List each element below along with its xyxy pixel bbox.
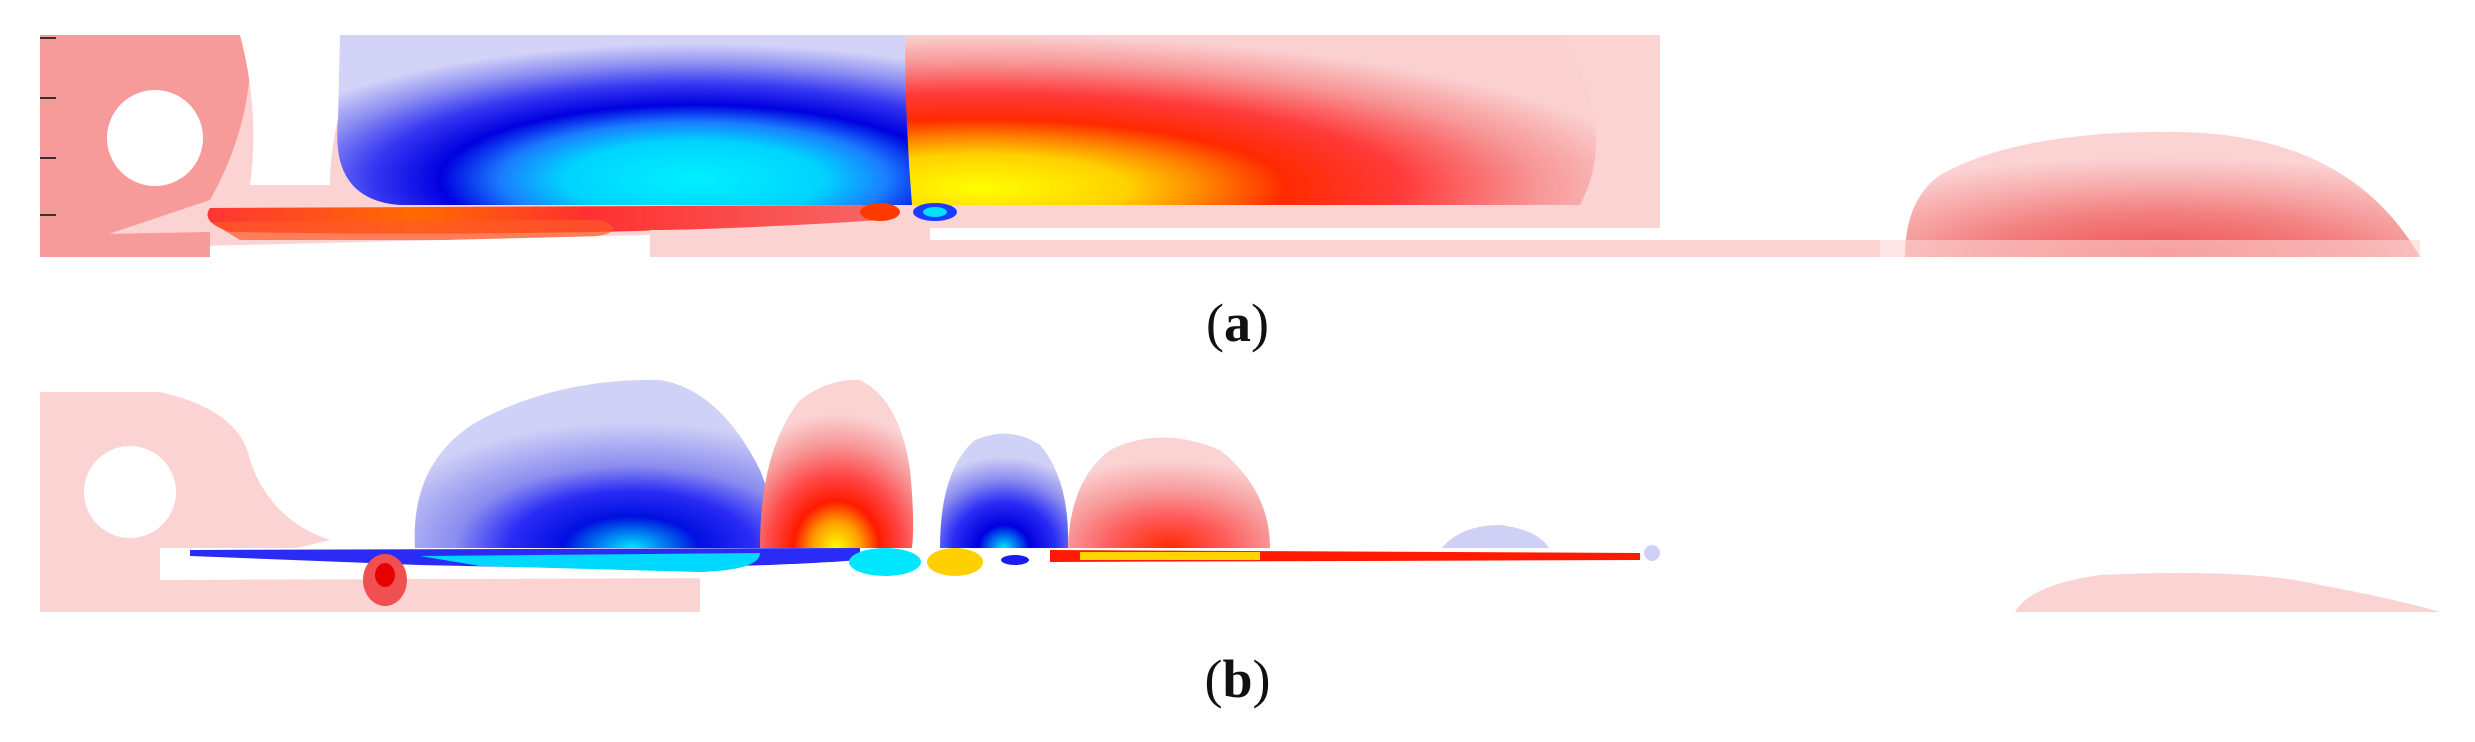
red-lobe-a: [905, 35, 1660, 205]
caption-a-letter: a: [1224, 293, 1251, 353]
vortex-b2: [849, 548, 921, 576]
red-lobe-b1: [760, 379, 914, 548]
cylinder-a: [107, 90, 203, 186]
caption-b: (b): [1204, 649, 1271, 709]
blue-lobe-b2: [940, 433, 1069, 548]
right-hump-a: [1905, 131, 2420, 257]
cylinder-b: [84, 446, 176, 538]
axis-ticks-a: [40, 37, 56, 216]
blue-lobe-b1: [414, 379, 776, 548]
red-lobe-b2: [1068, 437, 1270, 548]
caption-b-letter: b: [1222, 649, 1253, 709]
right-hump-b: [2015, 572, 2440, 612]
caption-a: (a): [1206, 293, 1269, 353]
blue-lobe-a: [337, 35, 913, 205]
